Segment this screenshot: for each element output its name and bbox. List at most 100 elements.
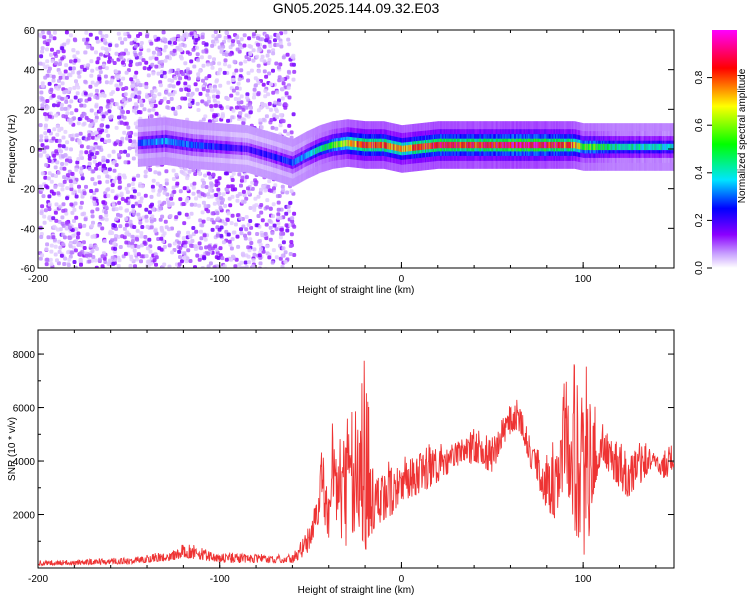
noise-cell xyxy=(143,174,148,179)
noise-cell xyxy=(243,59,248,64)
noise-cell xyxy=(172,241,177,246)
noise-cell xyxy=(104,80,109,85)
ridge-cell xyxy=(320,145,322,152)
noise-cell xyxy=(123,160,128,165)
noise-cell xyxy=(271,48,276,53)
noise-cell xyxy=(43,123,48,128)
ridge-cell xyxy=(195,142,197,149)
ridge-cell xyxy=(183,140,185,147)
noise-cell xyxy=(261,184,266,189)
ridge-cell xyxy=(269,152,271,159)
noise-cell xyxy=(214,255,219,260)
noise-cell xyxy=(250,186,255,191)
noise-cell xyxy=(143,170,148,174)
noise-cell xyxy=(132,140,137,145)
noise-cell xyxy=(60,106,65,111)
noise-cell xyxy=(264,114,269,119)
noise-cell xyxy=(154,255,159,260)
noise-cell xyxy=(133,264,137,268)
ridge-cell xyxy=(508,141,510,149)
ridge-cell xyxy=(428,142,430,150)
noise-cell xyxy=(275,90,280,95)
noise-cell xyxy=(40,49,45,54)
noise-cell xyxy=(89,189,94,193)
noise-cell xyxy=(162,244,167,249)
ridge-cell xyxy=(240,145,242,152)
ridge-cell xyxy=(212,143,214,150)
noise-cell xyxy=(58,75,63,80)
noise-cell xyxy=(51,78,56,83)
noise-cell xyxy=(169,96,174,101)
noise-cell xyxy=(202,233,207,238)
noise-cell xyxy=(229,257,234,262)
noise-cell xyxy=(279,44,284,49)
noise-cell xyxy=(104,111,109,116)
ridge-cell xyxy=(293,159,295,166)
ridge-cell xyxy=(373,141,375,149)
ridge-cell xyxy=(303,153,305,161)
noise-cell xyxy=(246,190,251,195)
noise-cell xyxy=(71,175,76,180)
noise-cell xyxy=(244,196,249,201)
noise-cell xyxy=(273,38,277,43)
noise-cell xyxy=(55,258,59,263)
ridge-cell xyxy=(432,142,434,149)
noise-cell xyxy=(281,81,286,86)
noise-cell xyxy=(167,40,172,45)
noise-cell xyxy=(263,188,268,193)
noise-cell xyxy=(116,31,121,36)
noise-cell xyxy=(199,229,203,234)
ridge-cell xyxy=(203,142,205,149)
noise-cell xyxy=(183,240,188,245)
noise-cell xyxy=(93,258,98,263)
noise-cell xyxy=(277,78,282,83)
noise-cell xyxy=(102,239,107,244)
ridge-cell xyxy=(311,149,313,156)
ridge-cell xyxy=(507,141,509,149)
noise-cell xyxy=(225,218,230,222)
noise-cell xyxy=(260,54,265,59)
ridge-cell xyxy=(401,145,403,153)
ridge-cell xyxy=(202,142,204,149)
ridge-cell xyxy=(180,140,182,147)
noise-cell xyxy=(240,175,245,180)
noise-cell xyxy=(87,166,92,171)
noise-cell xyxy=(289,240,294,244)
noise-cell xyxy=(124,186,129,191)
noise-cell xyxy=(70,210,75,215)
noise-cell xyxy=(291,112,296,117)
noise-cell xyxy=(133,251,138,256)
noise-cell xyxy=(280,96,285,101)
noise-cell xyxy=(74,108,79,113)
noise-cell xyxy=(267,179,272,184)
noise-cell xyxy=(183,167,188,172)
noise-cell xyxy=(238,105,243,110)
ridge-cell xyxy=(155,138,157,145)
noise-cell xyxy=(124,48,128,53)
ridge-cell xyxy=(554,141,556,149)
noise-cell xyxy=(98,30,103,35)
noise-cell xyxy=(115,87,120,92)
noise-cell xyxy=(178,189,183,194)
noise-cell xyxy=(246,223,251,227)
noise-cell xyxy=(141,254,146,259)
ridge-cell xyxy=(219,143,221,151)
noise-cell xyxy=(69,147,73,152)
noise-cell xyxy=(162,96,167,101)
ridge-cell xyxy=(316,147,319,154)
noise-cell xyxy=(252,252,257,257)
ridge-cell xyxy=(425,143,427,150)
noise-cell xyxy=(281,240,286,245)
noise-cell xyxy=(82,121,87,126)
noise-cell xyxy=(250,180,255,185)
noise-cell xyxy=(292,224,297,229)
ridge-cell xyxy=(472,141,474,149)
ridge-cell xyxy=(343,140,345,147)
noise-cell xyxy=(158,83,163,88)
noise-cell xyxy=(129,77,134,82)
ridge-cell xyxy=(375,141,377,149)
noise-cell xyxy=(229,221,234,226)
ridge-cell xyxy=(485,141,487,149)
noise-cell xyxy=(42,35,47,40)
noise-cell xyxy=(78,153,83,158)
